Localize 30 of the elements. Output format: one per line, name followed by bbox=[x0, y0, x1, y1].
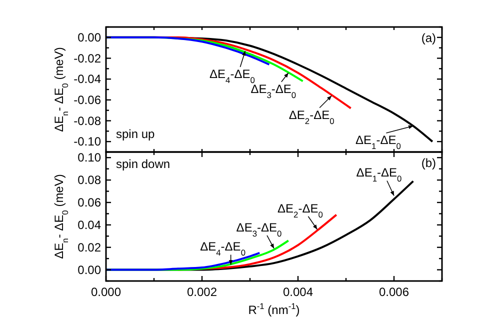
x-tick-label: 0.000 bbox=[90, 285, 122, 299]
y-tick-label: -0.02 bbox=[74, 51, 102, 66]
y-tick-label: 0.06 bbox=[78, 195, 102, 210]
annotation: (a) bbox=[421, 31, 436, 45]
annotation: ΔE$_{4}$-ΔE$_{0}$ bbox=[200, 240, 246, 258]
y-tick-label: -0.04 bbox=[74, 72, 102, 86]
line-series bbox=[105, 252, 261, 271]
x-tick-label: 0.004 bbox=[282, 285, 314, 299]
x-tick-label: 0.002 bbox=[186, 285, 218, 299]
y-tick-label: 0.10 bbox=[78, 150, 102, 165]
annotation: spin up bbox=[116, 127, 156, 141]
x-tick-label: 0.006 bbox=[378, 285, 410, 299]
annotation: ΔE$_{2}$-ΔE$_{0}$ bbox=[278, 201, 324, 220]
annotation: spin down bbox=[116, 157, 170, 171]
x-axis-title: R$^{-1}$ (nm$^{-1}$) bbox=[248, 301, 300, 317]
line-series bbox=[105, 36, 270, 66]
y-tick-label: 0.02 bbox=[78, 240, 102, 254]
annotation: (b) bbox=[421, 156, 436, 170]
annotation: ΔE$_{1}$-ΔE$_{0}$ bbox=[356, 132, 402, 151]
y-tick-label: 0.08 bbox=[78, 173, 102, 188]
annotation: ΔE$_{3}$-ΔE$_{0}$ bbox=[236, 220, 282, 238]
y-tick-label: 0.00 bbox=[78, 262, 102, 277]
y-tick-label: 0.00 bbox=[78, 30, 102, 44]
annotation: ΔE$_{2}$-ΔE$_{0}$ bbox=[288, 108, 335, 126]
y-tick-label: -0.08 bbox=[74, 114, 102, 128]
y-tick-label: -0.06 bbox=[74, 92, 102, 107]
annotation: ΔE$_{1}$-ΔE$_{0}$ bbox=[356, 166, 402, 184]
y-tick-label: -0.10 bbox=[74, 134, 102, 149]
y-tick-label: 0.04 bbox=[78, 218, 102, 232]
annotation: ΔE$_{4}$-ΔE$_{0}$ bbox=[210, 66, 256, 85]
